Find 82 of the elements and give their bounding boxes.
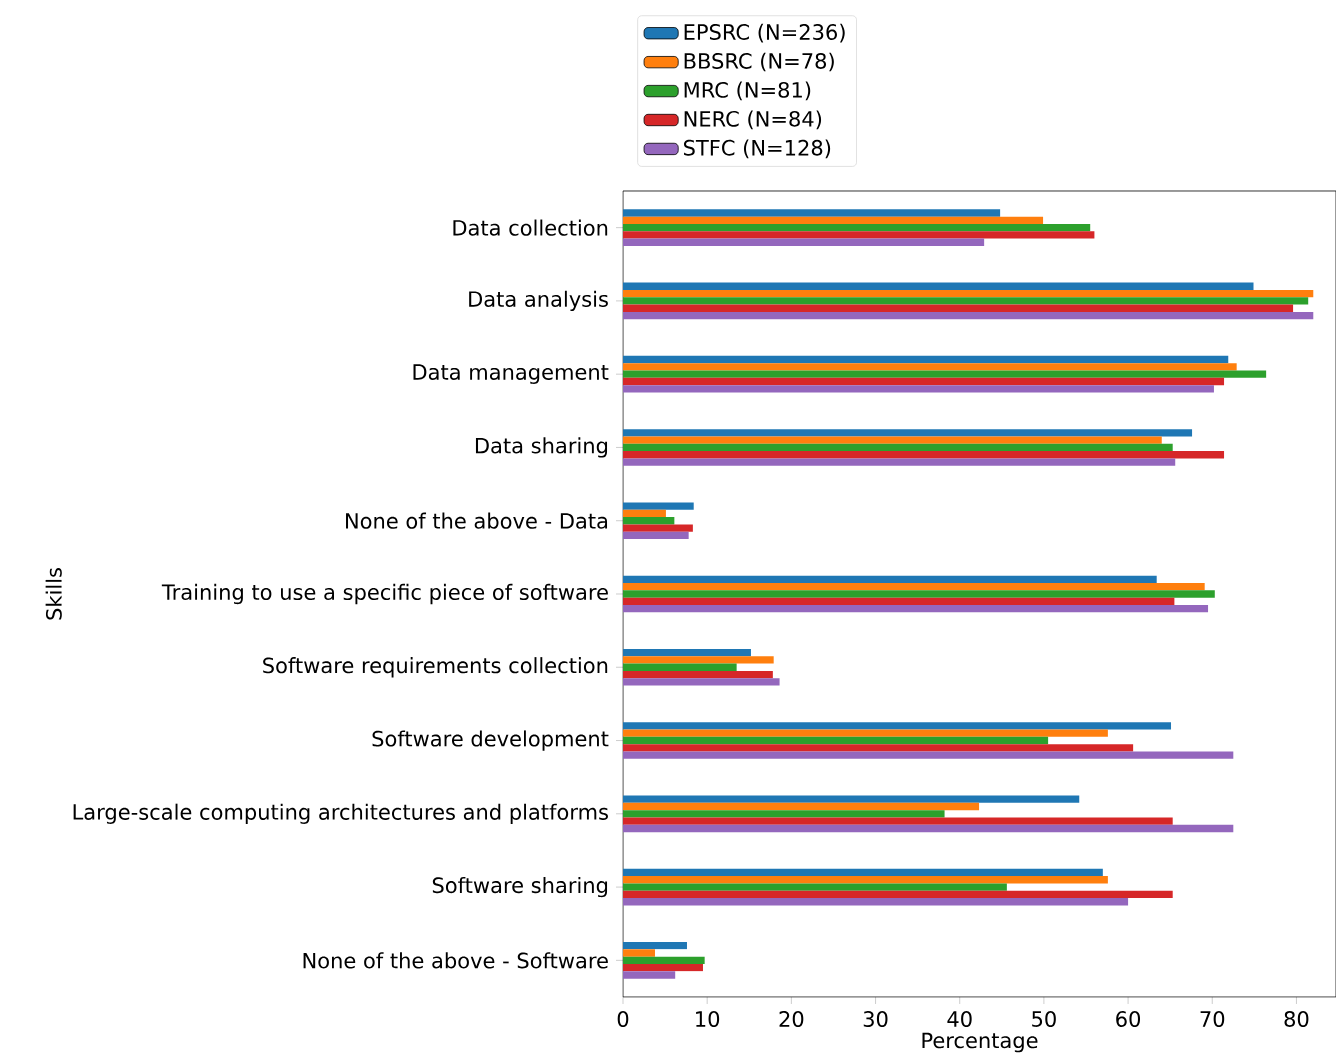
y-tick-label: Software requirements collection — [263, 657, 608, 678]
bar — [623, 883, 1007, 891]
x-tick-label: 80 — [1284, 1011, 1309, 1027]
bar — [623, 436, 1162, 444]
bar — [623, 795, 1080, 803]
bar — [623, 311, 1314, 320]
y-tick-label: Data analysis — [469, 290, 608, 312]
y-tick-label: Software sharing — [432, 876, 608, 898]
x-tick-label: 10 — [696, 1011, 720, 1027]
bar — [623, 209, 1001, 217]
bar — [623, 590, 1215, 598]
bar — [623, 648, 751, 657]
bar — [623, 736, 1049, 745]
bar — [623, 370, 1267, 378]
x-tick-label: 60 — [1116, 1011, 1141, 1027]
bar — [623, 810, 945, 818]
y-tick-label: Data collection — [453, 219, 608, 236]
y-tick-label: Data management — [413, 364, 609, 384]
bar — [623, 678, 780, 686]
legend-label: EPSRC (N=236) — [684, 23, 845, 43]
bar — [623, 890, 1173, 899]
y-tick-label: None of the above - Data — [346, 512, 608, 529]
y-tick-label: None of the above - Software — [303, 952, 608, 969]
bar — [623, 216, 1044, 224]
bar — [623, 604, 1209, 613]
legend-label: BBSRC (N=78) — [684, 52, 834, 72]
bar — [623, 363, 1237, 371]
bar — [623, 876, 1108, 884]
bar — [623, 824, 1234, 833]
bar — [623, 729, 1108, 737]
bar — [623, 443, 1173, 452]
y-tick-label: Large-scale computing architectures and platforms — [73, 803, 608, 824]
bar — [623, 744, 1134, 752]
bar — [623, 524, 693, 532]
bar — [623, 971, 676, 979]
bar — [623, 238, 985, 246]
legend-label: MRC (N=81) — [684, 81, 811, 101]
x-axis-title: Percentage — [922, 1032, 1038, 1053]
y-tick-label: Software development — [372, 730, 609, 751]
bar — [623, 898, 1129, 906]
bar — [623, 656, 774, 664]
bar — [623, 964, 703, 972]
x-tick-label: 0 — [617, 1011, 629, 1027]
bar — [623, 385, 1214, 393]
y-axis-title: Skills — [45, 568, 62, 620]
bar — [623, 575, 1157, 583]
bar — [623, 802, 980, 811]
bar — [623, 297, 1309, 305]
bar — [623, 597, 1175, 605]
x-tick-label: 50 — [1032, 1011, 1056, 1027]
bar — [623, 458, 1176, 466]
bar — [623, 956, 705, 965]
legend-label: NERC (N=84) — [684, 110, 822, 130]
bar — [623, 817, 1173, 825]
bar — [623, 282, 1254, 290]
bar — [623, 722, 1172, 730]
bar — [623, 355, 1229, 364]
bar — [623, 751, 1234, 759]
bar — [623, 304, 1294, 312]
bar — [623, 502, 694, 510]
x-tick-label: 70 — [1200, 1011, 1225, 1027]
bar — [623, 509, 666, 518]
bar — [623, 583, 1205, 591]
legend-label: STFC (N=128) — [683, 139, 831, 159]
x-tick-label: 20 — [779, 1011, 804, 1027]
bar — [623, 223, 1091, 232]
bar — [623, 377, 1225, 386]
x-tick-label: 40 — [947, 1011, 972, 1027]
bar — [623, 429, 1193, 437]
bar — [623, 949, 655, 957]
bar — [623, 868, 1103, 877]
bar — [623, 517, 675, 525]
bar — [623, 451, 1225, 459]
bar — [623, 942, 687, 950]
x-tick-label: 30 — [863, 1011, 888, 1027]
y-tick-label: Data sharing — [475, 437, 608, 458]
bar — [623, 670, 773, 679]
bar — [623, 289, 1314, 298]
bar — [623, 531, 689, 540]
y-tick-label: Training to use a specific piece of software — [161, 583, 608, 605]
bar — [623, 231, 1095, 239]
bar — [623, 663, 737, 671]
